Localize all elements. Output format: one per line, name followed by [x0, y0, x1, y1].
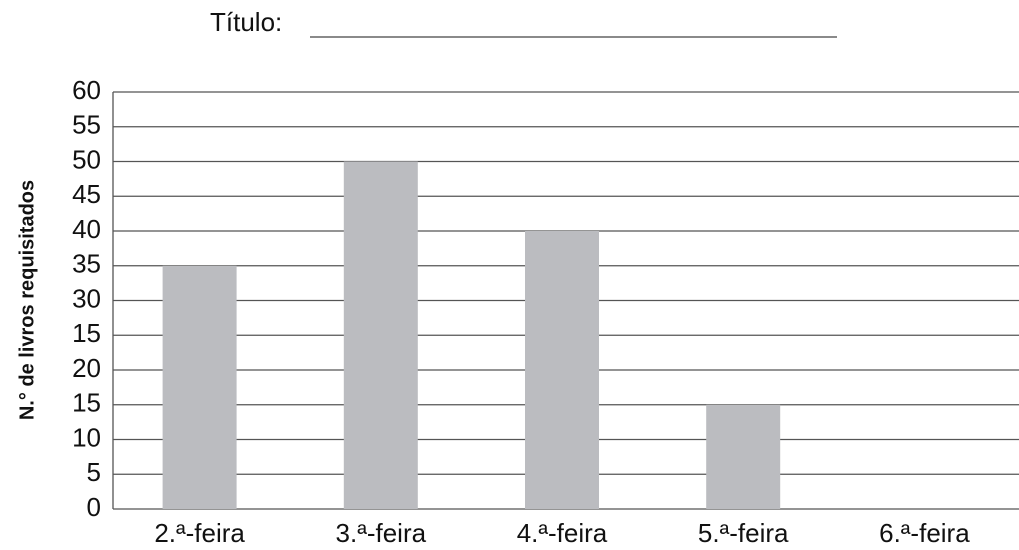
x-tick-label: 3.ª-feira	[336, 518, 427, 548]
bar	[343, 161, 418, 509]
y-tick-label: 35	[72, 249, 101, 279]
y-tick-label: 30	[72, 283, 101, 313]
y-tick-label: 0	[87, 492, 101, 522]
chart-title: Título:	[210, 7, 282, 37]
y-tick-label: 20	[72, 353, 101, 383]
y-axis-label: N.° de livros requisitados	[16, 180, 38, 420]
y-tick-label: 5	[87, 457, 101, 487]
y-tick-label: 10	[72, 422, 101, 452]
bar	[162, 265, 237, 509]
x-tick-label: 2.ª-feira	[154, 518, 245, 548]
x-tick-label: 4.ª-feira	[517, 518, 608, 548]
y-tick-label: 15	[72, 388, 101, 418]
y-tick-label: 40	[72, 214, 101, 244]
x-tick-label: 6.ª-feira	[879, 518, 970, 548]
y-tick-label: 60	[72, 75, 101, 105]
y-tick-label: 45	[72, 179, 101, 209]
y-tick-label: 50	[72, 144, 101, 174]
y-tick-label: 55	[72, 110, 101, 140]
bar	[525, 231, 599, 509]
y-tick-label: 15	[72, 318, 101, 348]
bar	[706, 404, 781, 509]
x-tick-label: 5.ª-feira	[698, 518, 789, 548]
